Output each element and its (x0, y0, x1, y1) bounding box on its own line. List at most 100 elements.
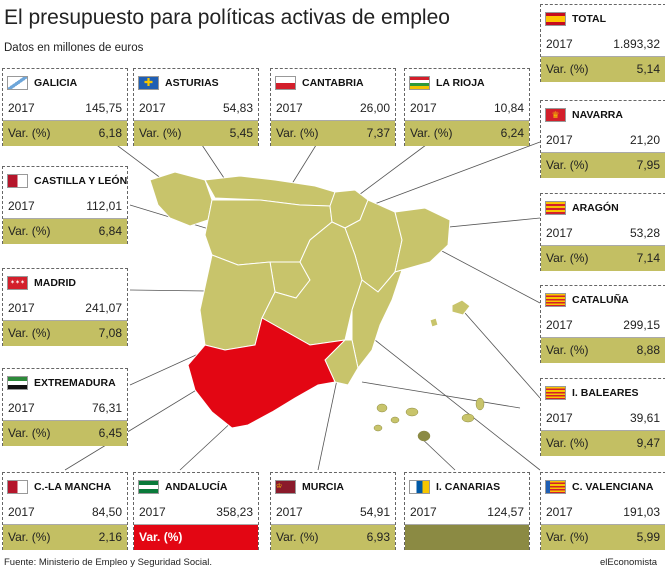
var-label: Var. (%) (546, 343, 589, 357)
cataluna-flag-icon (545, 293, 566, 307)
var-value: 6,93 (366, 530, 390, 544)
region-card-asturias: ✚ ASTURIAS 2017 54,83 Var. (%) 5,45 (133, 68, 259, 146)
var-label: Var. (%) (8, 126, 51, 140)
year-row: 2017 53,28 (541, 221, 665, 246)
budget-value: 26,00 (359, 101, 390, 115)
region-card-clamancha: C.-LA MANCHA 2017 84,50 Var. (%) 2,16 (2, 472, 128, 550)
source-note: Fuente: Ministerio de Empleo y Seguridad… (4, 557, 213, 568)
chart-subtitle: Datos en millones de euros (4, 42, 144, 54)
var-label: Var. (%) (546, 158, 589, 172)
canarias-flag-icon (409, 480, 430, 494)
year-row: 2017 76,31 (3, 396, 127, 421)
year-row: 2017 124,57 (405, 500, 529, 525)
leader-line-murcia (317, 374, 339, 471)
region-card-galicia: GALICIA 2017 145,75 Var. (%) 6,18 (2, 68, 128, 146)
region-card-larioja: LA RIOJA 2017 10,84 Var. (%) 6,24 (404, 68, 530, 146)
larioja-flag-icon (409, 76, 430, 90)
year-label: 2017 (276, 101, 303, 115)
region-andalucia (187, 317, 347, 429)
card-header: LA RIOJA (409, 75, 525, 91)
aragon-flag-icon (545, 201, 566, 215)
region-card-murcia: ♔ MURCIA 2017 54,91 Var. (%) 6,93 (270, 472, 396, 550)
leader-line-baleares (464, 312, 541, 399)
region-name: EXTREMADURA (34, 377, 116, 389)
year-row: 2017 1.893,32 (541, 32, 665, 57)
card-header: I. BALEARES (545, 385, 661, 401)
card-header: ♔ MURCIA (275, 479, 391, 495)
card-header: ANDALUCÍA (138, 479, 254, 495)
year-label: 2017 (139, 505, 166, 519)
extremadura-flag-icon (7, 376, 28, 390)
year-label: 2017 (546, 133, 573, 147)
var-row: Var. (%) 5,14 (541, 57, 665, 82)
region-name: MURCIA (302, 481, 344, 493)
clamancha-flag-icon (7, 480, 28, 494)
card-header: ARAGÓN (545, 200, 661, 216)
var-label: Var. (%) (8, 426, 51, 440)
var-row: Var. (%) 6,18 (3, 121, 127, 146)
region-canarias (373, 397, 485, 442)
var-row: Var. (%) 9,47 (541, 431, 665, 456)
year-row: 2017 191,03 (541, 500, 665, 525)
var-label: Var. (%) (546, 62, 589, 76)
region-card-castilla: CASTILLA Y LEÓN 2017 112,01 Var. (%) 6,84 (2, 166, 128, 244)
madrid-flag-icon: ✶✶✶ (7, 276, 28, 290)
year-row: 2017 299,15 (541, 313, 665, 338)
card-header: ♛ NAVARRA (545, 107, 661, 123)
budget-value: 358,23 (216, 505, 253, 519)
year-label: 2017 (546, 318, 573, 332)
region-name: I. BALEARES (572, 387, 639, 399)
region-name: LA RIOJA (436, 77, 485, 89)
var-row: Var. (%) 7,95 (541, 153, 665, 178)
year-row: 2017 39,61 (541, 406, 665, 431)
year-label: 2017 (546, 411, 573, 425)
var-value: 7,08 (98, 326, 122, 340)
region-baleares (429, 299, 471, 328)
year-row: 2017 54,83 (134, 96, 258, 121)
year-label: 2017 (8, 199, 35, 213)
card-header: C. VALENCIANA (545, 479, 661, 495)
baleares-flag-icon (545, 386, 566, 400)
var-row: Var. (%) 6,93 (271, 525, 395, 550)
region-name: CANTABRIA (302, 77, 364, 89)
canarias-inset-line (361, 381, 521, 409)
navarra-flag-icon: ♛ (545, 108, 566, 122)
region-card-total: TOTAL 2017 1.893,32 Var. (%) 5,14 (540, 4, 665, 82)
card-header: C.-LA MANCHA (7, 479, 123, 495)
var-row (405, 525, 529, 550)
var-label: Var. (%) (546, 251, 589, 265)
var-value: 6,24 (500, 126, 524, 140)
budget-value: 299,15 (623, 318, 660, 332)
year-label: 2017 (276, 505, 303, 519)
region-name: I. CANARIAS (436, 481, 501, 493)
region-name: TOTAL (572, 13, 607, 25)
var-row: Var. (%) 8,88 (541, 338, 665, 363)
year-row: 2017 26,00 (271, 96, 395, 121)
region-card-aragon: ARAGÓN 2017 53,28 Var. (%) 7,14 (540, 193, 665, 271)
var-row: Var. (%) 5,45 (134, 121, 258, 146)
year-row: 2017 21,20 (541, 128, 665, 153)
year-row: 2017 358,23 (134, 500, 258, 525)
budget-value: 112,01 (86, 199, 122, 213)
budget-value: 10,84 (493, 101, 524, 115)
budget-value: 54,83 (222, 101, 253, 115)
region-card-navarra: ♛ NAVARRA 2017 21,20 Var. (%) 7,95 (540, 100, 665, 178)
var-row: Var. (%) (134, 525, 258, 550)
year-label: 2017 (410, 505, 437, 519)
year-label: 2017 (410, 101, 437, 115)
region-name: C. VALENCIANA (572, 481, 654, 493)
var-label: Var. (%) (546, 530, 589, 544)
budget-value: 53,28 (629, 226, 660, 240)
leader-line-cataluna (439, 249, 541, 304)
galicia-flag-icon (7, 76, 28, 90)
var-label: Var. (%) (410, 126, 453, 140)
year-row: 2017 112,01 (3, 194, 127, 219)
leader-line-valenciana (374, 339, 541, 471)
var-value: 7,14 (636, 251, 660, 265)
budget-value: 191,03 (623, 505, 660, 519)
var-value: 7,37 (366, 126, 390, 140)
var-value: 9,47 (636, 436, 660, 450)
var-label: Var. (%) (546, 436, 589, 450)
region-card-cantabria: CANTABRIA 2017 26,00 Var. (%) 7,37 (270, 68, 396, 146)
region-name: MADRID (34, 277, 76, 289)
